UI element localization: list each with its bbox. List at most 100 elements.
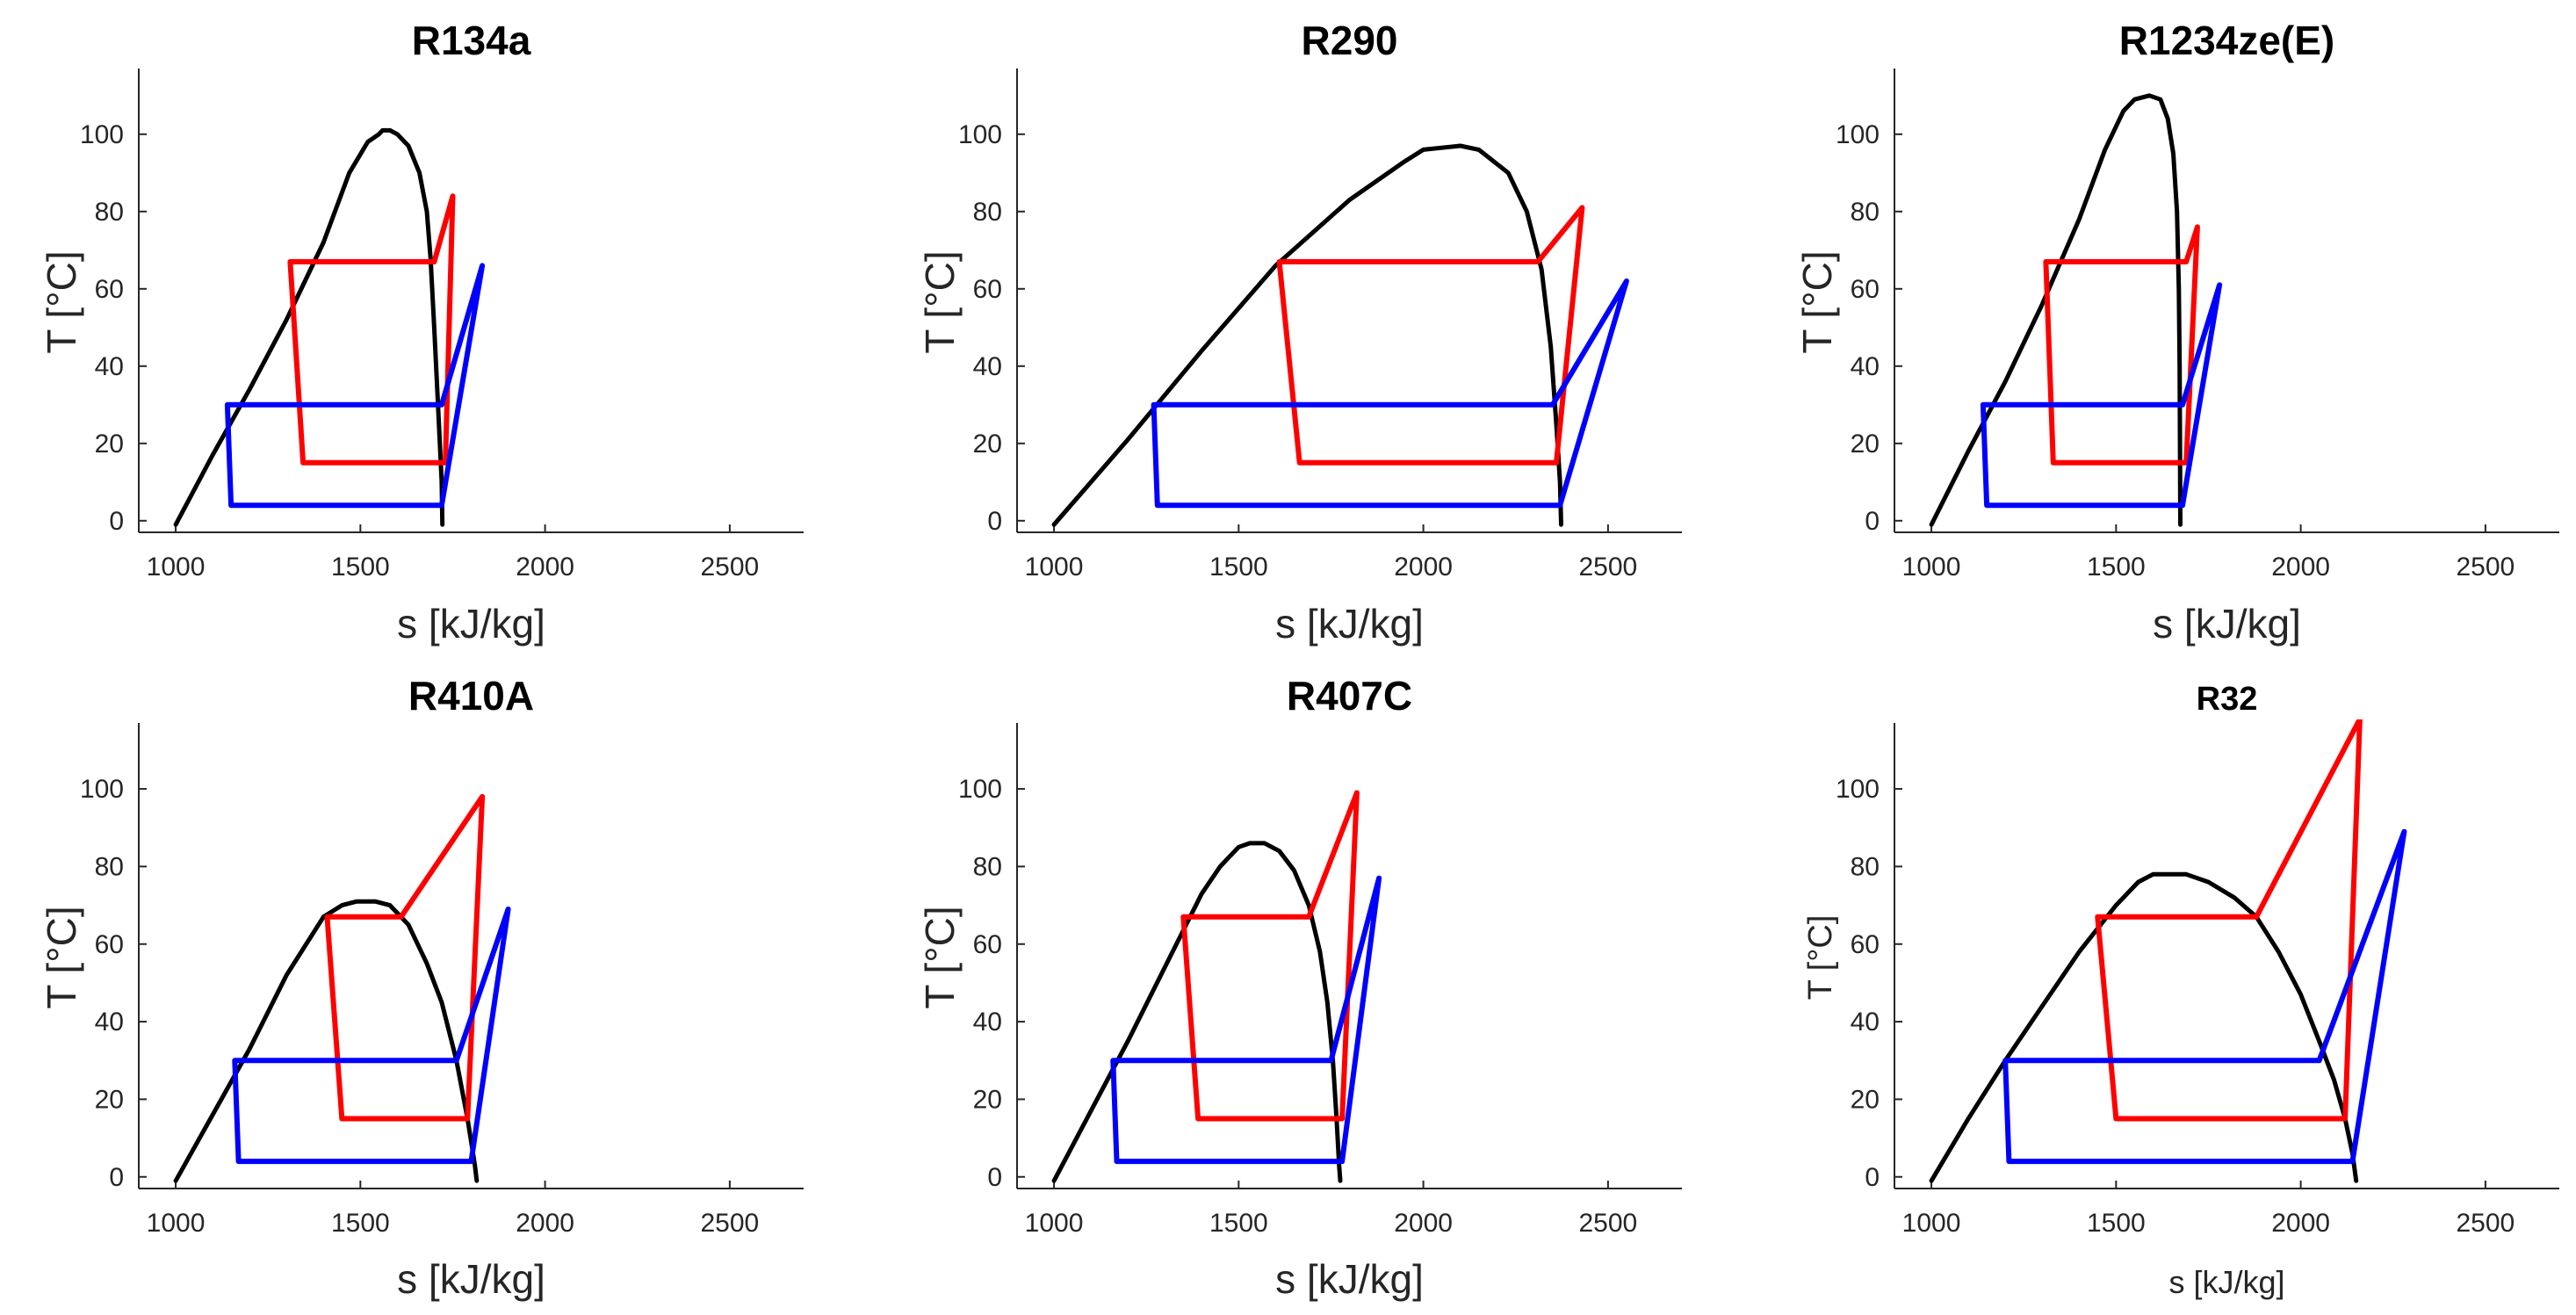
x-tick-label: 2000 [1394,1209,1453,1238]
chart-title: R407C [1287,673,1412,719]
y-axis-label: T [°C] [39,906,84,1008]
y-axis-label: T [°C] [917,906,963,1008]
chart-panel: R290 1000 1500 2000 2500 0 20 40 60 80 100 s [kJ/kg… [917,18,1682,647]
y-tick-label: 0 [987,1163,1002,1192]
x-axis-label: s [kJ/kg] [397,601,545,647]
chart-panel: R134a 1000 1500 2000 2500 0 20 40 60 80 100 s [kJ/k… [39,18,804,647]
saturation-dome-line [173,899,480,1183]
y-tick-label: 80 [973,198,1002,227]
y-tick-label: 80 [973,852,1002,881]
chart-panel: R32 1000 1500 2000 2500 0 20 40 60 80 100 s [kJ/kg]… [1802,681,2559,1300]
y-axis-label: T [°C] [39,250,84,353]
chart-title: R290 [1302,18,1398,63]
x-tick-label: 2000 [2271,553,2330,582]
y-tick-label: 20 [973,1085,1002,1114]
x-tick-label: 1000 [1025,1209,1084,1238]
y-tick-label: 60 [1851,930,1880,959]
chart-title: R410A [408,673,534,719]
blue-cycle-line [2002,828,2407,1165]
x-tick-label: 1500 [2087,1209,2146,1238]
y-axis-label: T [°C] [917,250,963,353]
y-tick-label: 100 [958,120,1002,149]
y-tick-label: 80 [1851,198,1880,227]
x-tick-label: 1000 [1902,1209,1961,1238]
y-tick-label: 100 [1836,775,1880,804]
blue-cycle-line [1980,282,2223,509]
x-tick-label: 2000 [516,1209,574,1238]
y-tick-label: 80 [95,852,124,881]
saturation-dome-line [1929,93,2183,527]
x-tick-label: 1000 [1902,553,1961,582]
y-tick-label: 20 [95,1085,124,1114]
y-axis-label: T [°C] [1794,250,1840,353]
red-cycle-line [287,193,456,466]
y-tick-label: 0 [109,507,124,536]
x-tick-label: 2500 [2457,553,2515,582]
x-tick-label: 2500 [2457,1209,2515,1238]
y-tick-label: 60 [95,930,124,959]
x-tick-label: 1000 [147,1209,206,1238]
y-tick-label: 20 [1851,1085,1880,1114]
y-tick-label: 20 [973,430,1002,459]
y-tick-label: 40 [95,352,124,381]
x-tick-label: 2000 [516,553,574,582]
y-tick-label: 60 [1851,275,1880,304]
chart-title: R32 [2197,681,2258,718]
x-tick-label: 2000 [2271,1209,2330,1238]
y-tick-label: 80 [95,198,124,227]
chart-panel: R410A 1000 1500 2000 2500 0 20 40 60 80 100 s [kJ/k… [39,673,804,1302]
y-tick-label: 60 [95,275,124,304]
red-cycle-line [2095,719,2363,1122]
x-axis-label: s [kJ/kg] [397,1256,545,1302]
x-tick-label: 1500 [331,553,390,582]
x-axis-label: s [kJ/kg] [2153,601,2301,647]
y-tick-label: 0 [1865,507,1880,536]
y-tick-label: 0 [109,1163,124,1192]
chart-title: R1234ze(E) [2119,18,2334,63]
x-tick-label: 1500 [1209,1209,1268,1238]
x-tick-label: 1500 [2087,553,2146,582]
chart-title: R134a [412,18,531,63]
x-tick-label: 2500 [1579,1209,1638,1238]
red-cycle-line [2043,224,2200,466]
chart-panel: R407C 1000 1500 2000 2500 0 20 40 60 80 100 s [kJ/k… [917,673,1682,1302]
y-tick-label: 100 [1836,120,1880,149]
chart-panel: R1234ze(E) 1000 1500 2000 2500 0 20 40 60 80 100 s … [1794,18,2559,647]
y-tick-label: 60 [973,930,1002,959]
red-cycle-line [324,793,486,1122]
y-tick-label: 100 [80,120,124,149]
x-tick-label: 2500 [701,1209,760,1238]
y-tick-label: 80 [1851,852,1880,881]
y-tick-label: 40 [973,352,1002,381]
saturation-dome-line [173,127,445,527]
y-tick-label: 0 [987,507,1002,536]
y-tick-label: 20 [1851,430,1880,459]
x-tick-label: 1000 [147,553,206,582]
x-tick-label: 2500 [701,553,760,582]
red-cycle-line [1276,205,1585,466]
y-axis-label: T [°C] [1802,915,1839,1001]
y-tick-label: 40 [973,1008,1002,1037]
saturation-dome-line [1929,871,2359,1183]
blue-cycle-line [1151,278,1629,509]
y-tick-label: 100 [958,775,1002,804]
red-cycle-line [1180,790,1360,1122]
y-tick-label: 40 [1851,352,1880,381]
x-tick-label: 1500 [331,1209,390,1238]
x-axis-label: s [kJ/kg] [1275,1256,1424,1302]
x-axis-label: s [kJ/kg] [2168,1264,2284,1300]
x-axis-label: s [kJ/kg] [1275,601,1424,647]
x-tick-label: 2000 [1394,553,1453,582]
y-tick-label: 100 [80,775,124,804]
y-tick-label: 40 [1851,1008,1880,1037]
blue-cycle-line [224,263,486,509]
y-tick-label: 20 [95,430,124,459]
saturation-dome-line [1051,841,1343,1183]
saturation-dome-line [1051,143,1563,527]
x-tick-label: 1500 [1209,553,1268,582]
x-tick-label: 1000 [1025,553,1084,582]
blue-cycle-line [1110,875,1382,1165]
y-tick-label: 60 [973,275,1002,304]
x-tick-label: 2500 [1579,553,1638,582]
